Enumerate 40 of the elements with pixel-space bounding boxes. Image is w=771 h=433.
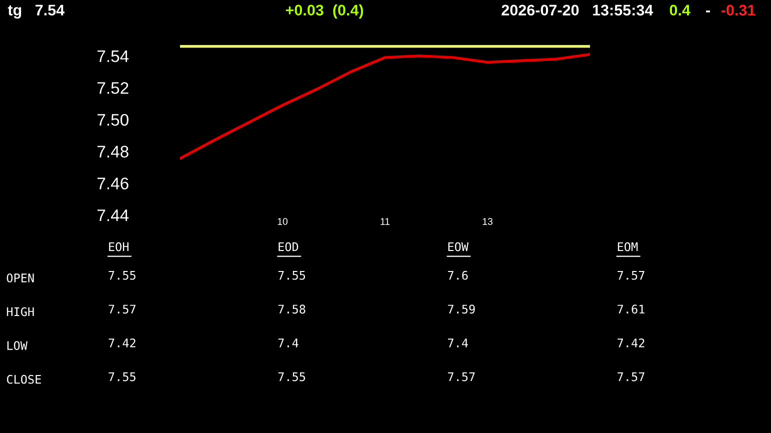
- text: 7.57: [448, 372, 475, 382]
- category-label: EOW: [448, 242, 468, 252]
- text: 0.4: [670, 4, 690, 16]
- category-label: EOH: [109, 242, 128, 252]
- text: -0.31: [721, 4, 756, 16]
- y-tick-label: 7.48: [98, 146, 128, 158]
- category-label: LOW: [7, 341, 28, 350]
- y-tick-label: 7.44: [98, 210, 129, 222]
- category-label: EOD: [278, 242, 298, 252]
- text: 7.42: [108, 338, 136, 348]
- category-label: OPEN: [6, 273, 34, 282]
- text: tg 7.54: [8, 4, 65, 19]
- y-tick-label: 7.52: [98, 82, 128, 94]
- text: 7.4: [448, 338, 468, 348]
- text: 7.55: [278, 372, 306, 382]
- x-tick-label: 10: [278, 218, 288, 225]
- y-tick-label: 7.50: [98, 114, 128, 126]
- category-label: CLOSE: [6, 374, 41, 384]
- text: 7.58: [278, 304, 306, 314]
- text: -: [706, 10, 710, 12]
- text: 7.42: [618, 338, 644, 348]
- line-series: [180, 52, 590, 160]
- category-label: EOM: [618, 242, 638, 252]
- x-tick-label: 11: [380, 218, 390, 225]
- text: 7.6: [448, 270, 468, 280]
- text: +0.03 (0.4): [286, 4, 364, 19]
- text: 7.55: [108, 372, 136, 382]
- text: 7.55: [108, 271, 136, 280]
- text: 7.4: [278, 338, 298, 348]
- category-label: HIGH: [6, 307, 34, 316]
- text: 7.59: [448, 304, 475, 314]
- text: 7.55: [278, 271, 306, 280]
- y-tick-label: 7.54: [98, 50, 129, 62]
- text: 7.57: [618, 372, 644, 382]
- text: 7.57: [108, 304, 136, 314]
- text: 7.61: [618, 304, 644, 314]
- y-tick-label: 7.46: [98, 178, 128, 190]
- text: 7.57: [618, 271, 644, 280]
- x-tick-label: 13: [482, 218, 492, 225]
- text: 2026-07-20 13:55:34: [502, 4, 654, 16]
